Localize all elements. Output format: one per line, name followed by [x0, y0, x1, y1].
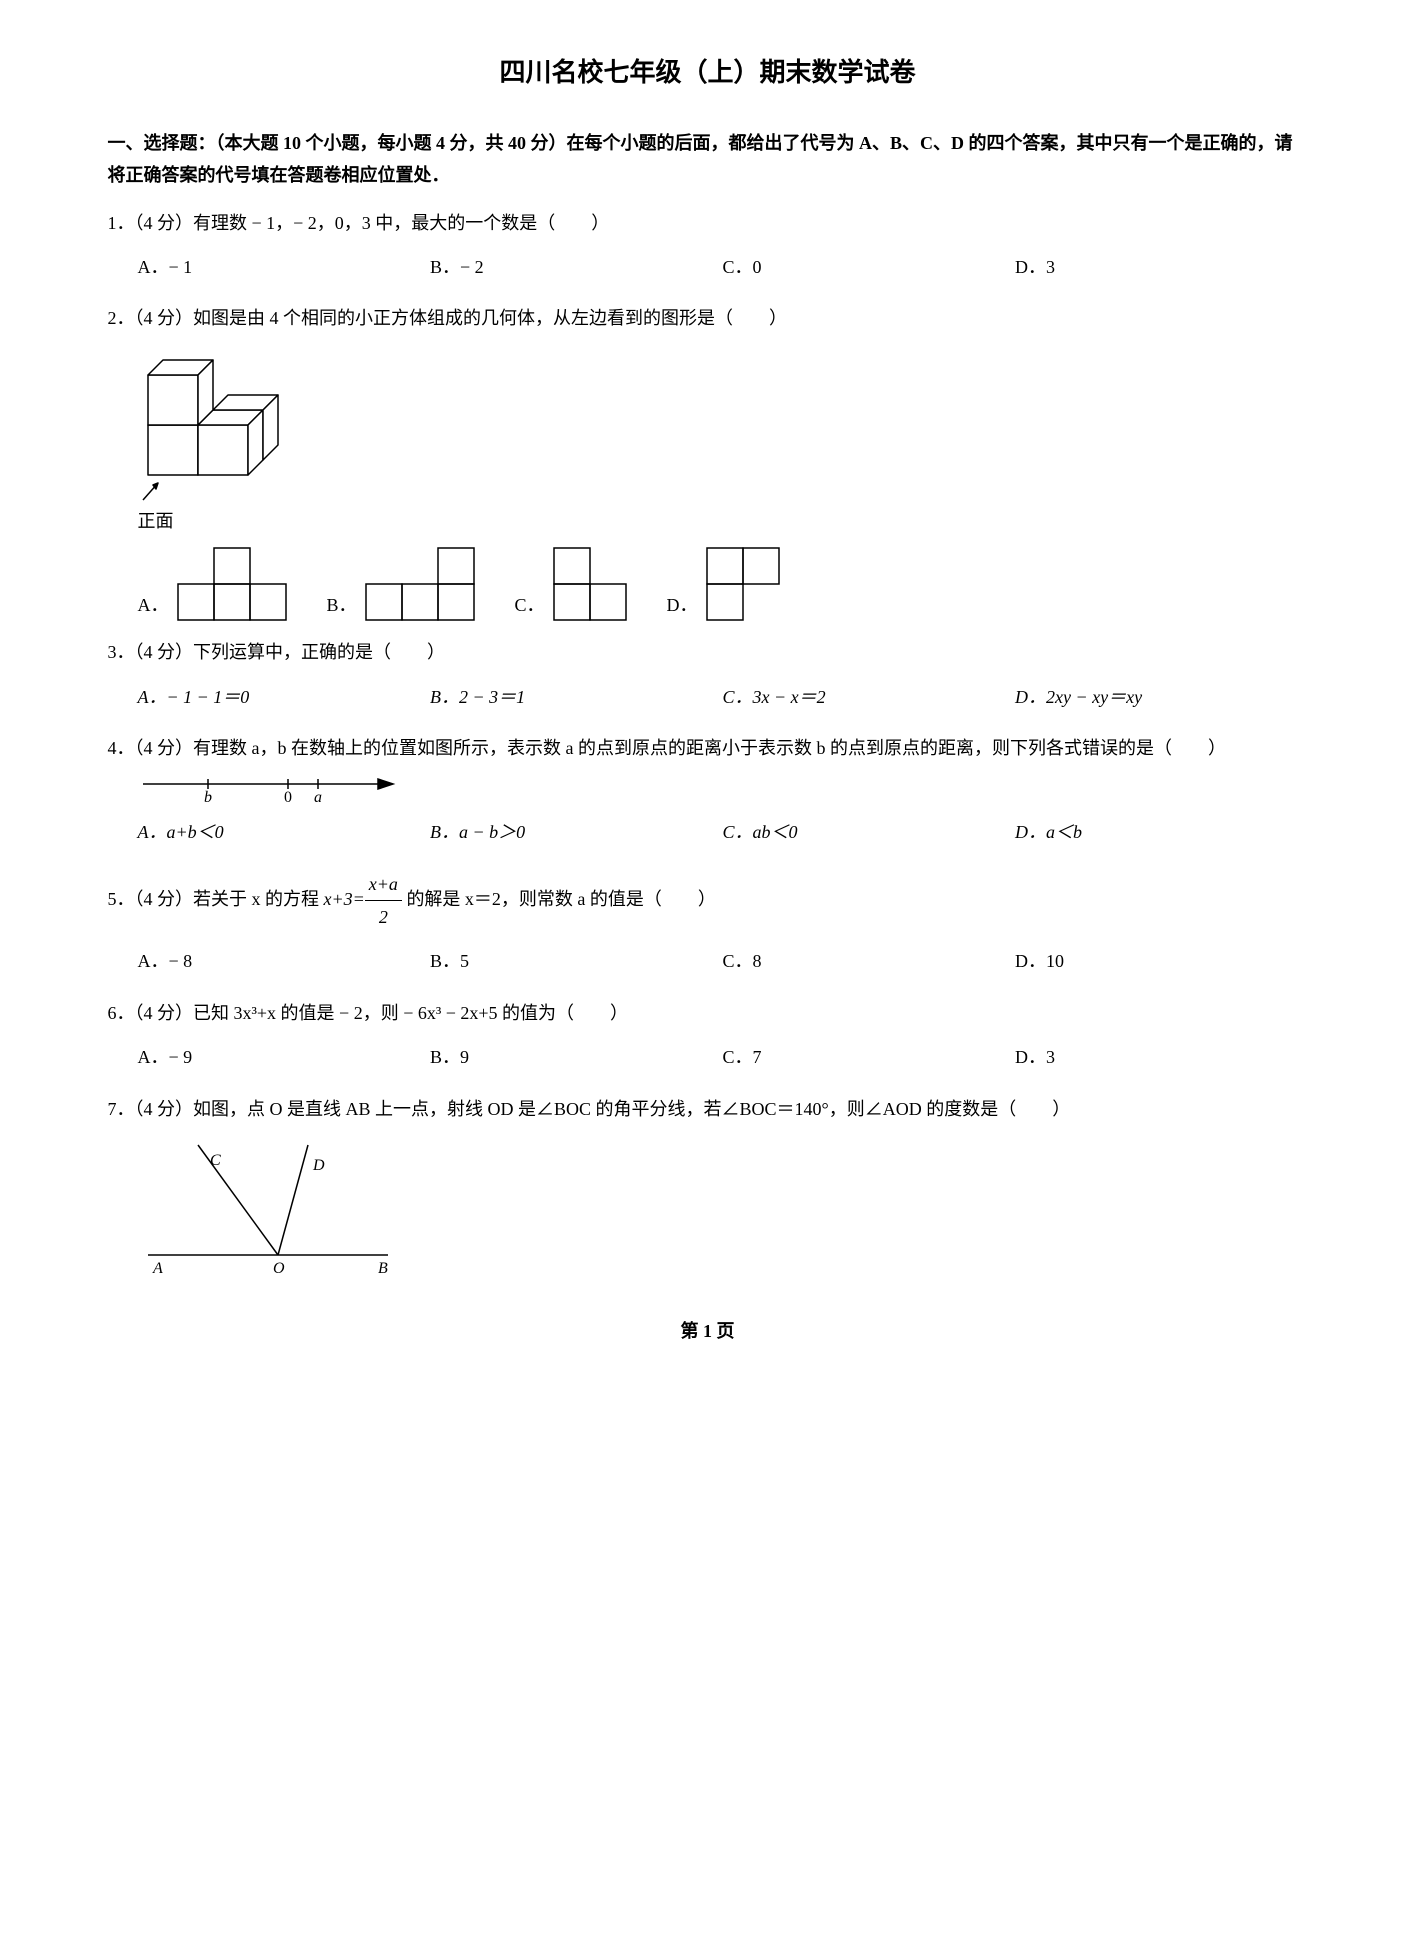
q1-option-c: C．0 — [723, 247, 1016, 287]
q2-text: 2．（4 分）如图是由 4 个相同的小正方体组成的几何体，从左边看到的图形是（ … — [108, 302, 1308, 334]
q6-text: 6．（4 分）已知 3x³+x 的值是 − 2，则 − 6x³ − 2x+5 的… — [108, 997, 1308, 1029]
q5-option-c: C．8 — [723, 941, 1016, 981]
q5-text: 5．（4 分）若关于 x 的方程 x+3= x+a 2 的解是 x＝2，则常数 … — [108, 868, 1308, 934]
question-3: 3．（4 分）下列运算中，正确的是（ ） A．− 1 − 1＝0 B．2 − 3… — [108, 636, 1308, 717]
q6-option-c: C．7 — [723, 1037, 1016, 1077]
svg-text:b: b — [204, 789, 212, 804]
q6-option-b: B．9 — [430, 1037, 723, 1077]
q4-option-b: B．a − b＞0 — [430, 812, 723, 852]
q1-option-a: A．− 1 — [138, 247, 431, 287]
q2-opt-d-label: D． — [667, 589, 698, 621]
q5-option-b: B．5 — [430, 941, 723, 981]
q4-option-a: A．a+b＜0 — [138, 812, 431, 852]
q5-option-a: A．− 8 — [138, 941, 431, 981]
q2-option-figures: A． B． C． D． — [138, 547, 1308, 621]
question-1: 1．（4 分）有理数 − 1，− 2，0，3 中，最大的一个数是（ ） A．− … — [108, 207, 1308, 288]
svg-text:A: A — [152, 1260, 163, 1275]
question-6: 6．（4 分）已知 3x³+x 的值是 − 2，则 − 6x³ − 2x+5 的… — [108, 997, 1308, 1078]
q1-options: A．− 1 B．− 2 C．0 D．3 — [138, 247, 1308, 287]
q1-option-d: D．3 — [1015, 247, 1308, 287]
question-5: 5．（4 分）若关于 x 的方程 x+3= x+a 2 的解是 x＝2，则常数 … — [108, 868, 1308, 982]
q2-fig-b — [365, 547, 475, 621]
q2-solid-figure: 正面 — [138, 335, 1308, 537]
q3-option-c: C．3x − x＝2 — [723, 677, 1016, 717]
q5-option-d: D．10 — [1015, 941, 1308, 981]
page-title: 四川名校七年级（上）期末数学试卷 — [108, 50, 1308, 97]
question-2: 2．（4 分）如图是由 4 个相同的小正方体组成的几何体，从左边看到的图形是（ … — [108, 302, 1308, 621]
q4-numberline: b 0 a — [138, 764, 1308, 804]
svg-text:B: B — [378, 1260, 388, 1275]
svg-text:D: D — [312, 1157, 325, 1174]
svg-text:C: C — [210, 1152, 221, 1169]
q3-text: 3．（4 分）下列运算中，正确的是（ ） — [108, 636, 1308, 668]
q3-option-d: D．2xy − xy＝xy — [1015, 677, 1308, 717]
question-7: 7．（4 分）如图，点 O 是直线 AB 上一点，射线 OD 是∠BOC 的角平… — [108, 1093, 1308, 1275]
q2-opt-a-label: A． — [138, 589, 169, 621]
q2-front-label: 正面 — [138, 505, 1308, 537]
q4-option-d: D．a＜b — [1015, 812, 1308, 852]
q2-fig-c — [553, 547, 627, 621]
q6-option-d: D．3 — [1015, 1037, 1308, 1077]
section-header: 一、选择题：（本大题 10 个小题，每小题 4 分，共 40 分）在每个小题的后… — [108, 127, 1308, 192]
q2-fig-a — [177, 547, 287, 621]
page-number: 第 1 页 — [108, 1315, 1308, 1347]
question-4: 4．（4 分）有理数 a，b 在数轴上的位置如图所示，表示数 a 的点到原点的距… — [108, 732, 1308, 853]
svg-text:a: a — [314, 789, 322, 804]
q6-option-a: A．− 9 — [138, 1037, 431, 1077]
q4-option-c: C．ab＜0 — [723, 812, 1016, 852]
q2-fig-d — [706, 547, 780, 621]
svg-text:O: O — [273, 1260, 285, 1275]
q2-opt-b-label: B． — [327, 589, 357, 621]
q2-opt-c-label: C． — [515, 589, 545, 621]
q7-text: 7．（4 分）如图，点 O 是直线 AB 上一点，射线 OD 是∠BOC 的角平… — [108, 1093, 1308, 1125]
q7-figure: A O B C D — [138, 1125, 1308, 1275]
q1-option-b: B．− 2 — [430, 247, 723, 287]
q1-text: 1．（4 分）有理数 − 1，− 2，0，3 中，最大的一个数是（ ） — [108, 207, 1308, 239]
q3-option-b: B．2 − 3＝1 — [430, 677, 723, 717]
q4-text: 4．（4 分）有理数 a，b 在数轴上的位置如图所示，表示数 a 的点到原点的距… — [108, 732, 1308, 764]
q3-option-a: A．− 1 − 1＝0 — [138, 677, 431, 717]
svg-text:0: 0 — [284, 789, 292, 804]
